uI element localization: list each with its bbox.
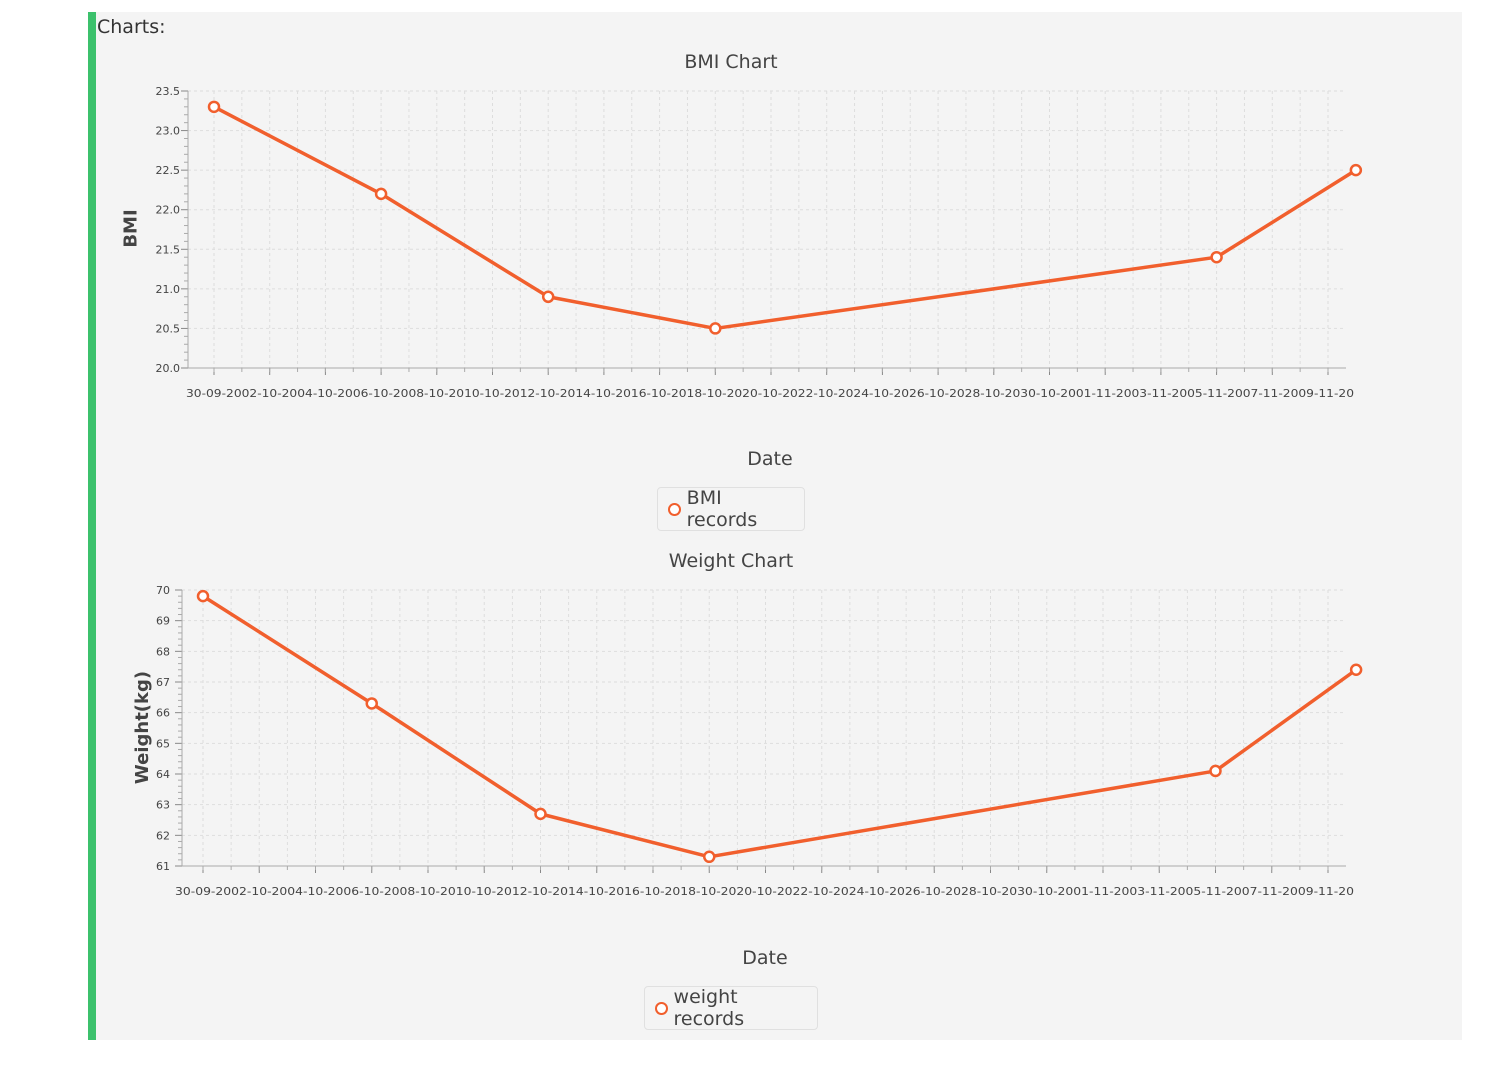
- y-tick-label: 68: [156, 645, 170, 658]
- x-tick-label: 04-10-20: [297, 387, 353, 400]
- y-tick-label: 69: [156, 615, 170, 628]
- x-tick-label: 03-11-20: [1132, 387, 1188, 400]
- x-tick-label: 18-10-20: [680, 885, 736, 898]
- data-point: [1349, 663, 1363, 676]
- data-point: [703, 850, 716, 864]
- x-tick-label: 28-10-20: [961, 885, 1017, 898]
- weight-legend: weight records: [644, 986, 818, 1030]
- x-tick-label: 24-10-20: [853, 387, 909, 400]
- x-tick-label: 14-10-20: [575, 387, 631, 400]
- x-tick-label: 20-10-20: [736, 885, 792, 898]
- x-tick-label: 02-10-20: [242, 387, 298, 400]
- data-point: [1210, 250, 1223, 264]
- x-tick-label: 30-10-20: [1017, 885, 1073, 898]
- data-point: [709, 322, 722, 335]
- x-tick-label: 16-10-20: [631, 387, 687, 400]
- weight-chart-title: Weight Chart: [668, 550, 794, 572]
- x-tick-label: 30-10-20: [1020, 387, 1076, 400]
- x-tick-label: 18-10-20: [687, 387, 743, 400]
- x-tick-label: 26-10-20: [909, 387, 965, 400]
- x-tick-label: 12-10-20: [512, 885, 568, 898]
- bmi-legend: BMI records: [657, 487, 805, 531]
- y-tick-label: 20.5: [156, 322, 181, 335]
- y-tick-label: 23.0: [156, 125, 181, 138]
- legend-marker-icon: [668, 502, 681, 516]
- x-tick-label: 05-11-20: [1187, 387, 1243, 400]
- x-tick-label: 28-10-20: [965, 387, 1021, 400]
- data-point: [534, 807, 547, 821]
- y-tick-label: 70: [156, 584, 170, 597]
- x-tick-label: 12-10-20: [520, 387, 576, 400]
- x-tick-label: 22-10-20: [793, 885, 849, 898]
- x-tick-label: 10-10-20: [456, 885, 512, 898]
- x-tick-label: 06-10-20: [353, 387, 409, 400]
- x-tick-label: 05-11-20: [1186, 885, 1242, 898]
- y-tick-label: 67: [156, 676, 170, 689]
- x-tick-label: 02-10-20: [231, 885, 287, 898]
- weight-legend-label: weight records: [673, 986, 745, 1030]
- x-tick-label: 22-10-20: [798, 387, 854, 400]
- y-tick-label: 21.0: [156, 283, 181, 296]
- bmi-legend-label: BMI records: [686, 487, 758, 531]
- x-tick-label: 04-10-20: [287, 885, 343, 898]
- y-tick-label: 62: [156, 829, 170, 842]
- data-point: [374, 187, 388, 201]
- data-point: [365, 697, 378, 710]
- x-tick-label: 06-10-20: [343, 885, 399, 898]
- section-label: Charts:: [97, 16, 166, 38]
- x-tick-label: 14-10-20: [568, 885, 624, 898]
- x-tick-label: 03-11-20: [1129, 885, 1185, 898]
- data-point: [196, 589, 210, 603]
- x-tick-label: 10-10-20: [464, 387, 520, 400]
- series-line: [213, 105, 1357, 331]
- y-tick-label: 21.5: [156, 243, 181, 256]
- x-tick-label: 20-10-20: [742, 387, 798, 400]
- x-tick-label: 30-09-20: [175, 885, 231, 898]
- data-point: [207, 100, 221, 114]
- series-line: [202, 594, 1358, 859]
- y-tick-label: 64: [156, 768, 170, 781]
- y-tick-label: 20.0: [156, 362, 181, 375]
- bmi-chart-title: BMI Chart: [684, 51, 778, 73]
- y-tick-label: 22.0: [156, 204, 181, 217]
- y-tick-label: 65: [156, 737, 170, 750]
- x-tick-label: 08-10-20: [408, 387, 464, 400]
- y-tick-label: 22.5: [156, 164, 181, 177]
- data-point: [541, 290, 555, 304]
- x-tick-label: 08-10-20: [400, 885, 456, 898]
- y-tick-label: 23.5: [156, 85, 181, 98]
- x-tick-label: 09-11-20: [1298, 885, 1354, 898]
- legend-marker-icon: [655, 1001, 668, 1015]
- x-tick-label: 24-10-20: [849, 885, 905, 898]
- data-point: [1209, 764, 1222, 778]
- x-tick-label: 30-09-20: [186, 387, 242, 400]
- accent-bar: [88, 12, 96, 1040]
- x-tick-label: 07-11-20: [1242, 885, 1298, 898]
- x-tick-label: 01-11-20: [1073, 885, 1129, 898]
- x-tick-label: 26-10-20: [905, 885, 961, 898]
- x-tick-label: 16-10-20: [624, 885, 680, 898]
- bmi-x-axis-label: Date: [747, 448, 793, 470]
- y-tick-label: 63: [156, 799, 170, 812]
- x-tick-label: 09-11-20: [1298, 387, 1354, 400]
- x-tick-label: 07-11-20: [1243, 387, 1299, 400]
- y-tick-label: 61: [156, 860, 170, 873]
- x-tick-label: 01-11-20: [1076, 387, 1132, 400]
- data-point: [1349, 163, 1363, 177]
- y-tick-label: 66: [156, 707, 170, 720]
- weight-x-axis-label: Date: [742, 947, 788, 969]
